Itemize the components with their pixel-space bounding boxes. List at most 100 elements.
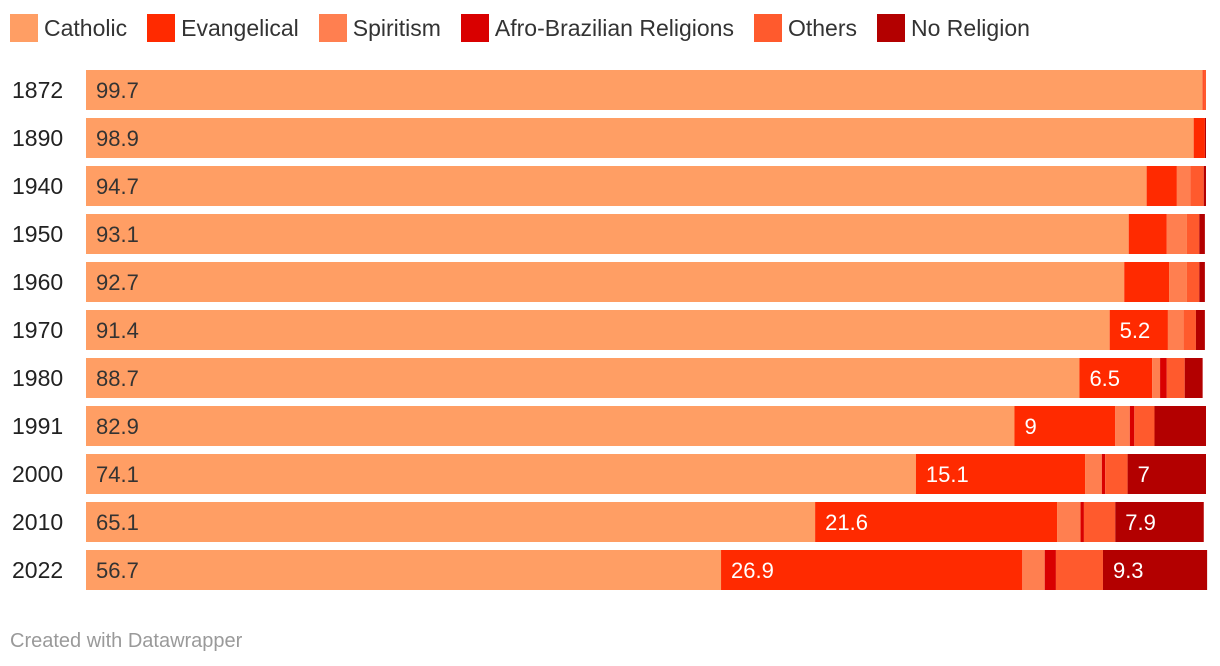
- bar-segment: [1101, 454, 1106, 494]
- footer-credit: Created with Datawrapper: [10, 630, 243, 652]
- bar-value-label: 21.6: [825, 510, 868, 535]
- bar-value-label: 93.1: [96, 222, 139, 247]
- bar-value-label: 26.9: [731, 558, 774, 583]
- bar-segment: [86, 118, 1194, 158]
- bar-value-label: 92.7: [96, 270, 139, 295]
- bar-segment: [1166, 214, 1187, 254]
- bar-segment: [1154, 406, 1206, 446]
- bar-segment: [1134, 406, 1155, 446]
- year-label: 1970: [12, 317, 63, 343]
- bar-segment: [1193, 118, 1205, 158]
- legend-label: Afro-Brazilian Religions: [494, 14, 734, 41]
- bar-segment: [86, 358, 1080, 398]
- bar-segment: [1146, 166, 1177, 206]
- year-label: 1991: [12, 413, 63, 439]
- bar-segment: [1083, 502, 1116, 542]
- legend-item: Catholic: [10, 14, 127, 42]
- bar-segment: [1085, 454, 1102, 494]
- bar-segment: [1195, 310, 1205, 350]
- legend-swatch: [318, 14, 347, 42]
- bar-segment: [1080, 502, 1084, 542]
- year-label: 1872: [12, 77, 63, 103]
- year-label: 1950: [12, 221, 63, 247]
- bar-segment: [86, 262, 1125, 302]
- bar-value-label: 9.3: [1113, 558, 1144, 583]
- legend-label: Evangelical: [181, 14, 299, 41]
- bar-value-label: 6.5: [1089, 366, 1120, 391]
- legend-label: No Religion: [911, 14, 1030, 41]
- bar-value-label: 7.9: [1125, 510, 1156, 535]
- bar-segment: [86, 502, 816, 542]
- bar-segment: [1152, 358, 1161, 398]
- bar-segment: [1184, 358, 1203, 398]
- bar-segment: [86, 550, 722, 590]
- legend-item: Evangelical: [147, 14, 299, 42]
- bar-segment: [86, 70, 1203, 110]
- bar-value-label: 9: [1024, 414, 1036, 439]
- bar-segment: [1166, 358, 1185, 398]
- bar-value-label: 88.7: [96, 366, 139, 391]
- bar-segment: [1109, 310, 1168, 350]
- bar-value-label: 94.7: [96, 174, 139, 199]
- bar-segment: [1044, 550, 1056, 590]
- bar-segment: [1204, 118, 1206, 158]
- bar-segment: [86, 214, 1129, 254]
- bar-value-label: 15.1: [926, 462, 969, 487]
- bar-value-label: 82.9: [96, 414, 139, 439]
- bar-segment: [1186, 214, 1200, 254]
- bar-segment: [1124, 262, 1170, 302]
- bar-segment: [1199, 262, 1205, 302]
- bar-segment: [1167, 310, 1184, 350]
- legend-label: Catholic: [44, 14, 128, 41]
- bar-segment: [86, 454, 916, 494]
- year-label: 2000: [12, 461, 63, 487]
- bar-segment: [86, 166, 1147, 206]
- bar-segment: [915, 454, 1086, 494]
- bar-segment: [1127, 454, 1206, 494]
- year-label: 1960: [12, 269, 63, 295]
- bar-segment: [1160, 358, 1167, 398]
- bar-segment: [815, 502, 1058, 542]
- bar-segment: [1183, 310, 1196, 350]
- bar-segment: [1115, 406, 1130, 446]
- legend-item: Spiritism: [318, 14, 441, 42]
- bar-segment: [1186, 262, 1200, 302]
- legend-label: Others: [787, 14, 857, 41]
- stacked-bar-chart: 1872 99.7 1890 98.9 1940 94.7 1950 93.1 1960 92.7…: [12, 70, 1208, 590]
- legend-swatch: [460, 14, 489, 42]
- bar-segment: [1014, 406, 1116, 446]
- legend-swatch: [10, 14, 38, 42]
- legend-swatch: [877, 14, 905, 42]
- year-label: 1940: [12, 173, 63, 199]
- bar-segment: [1128, 214, 1167, 254]
- bar-segment: [1022, 550, 1045, 590]
- bar-segment: [1169, 262, 1187, 302]
- bar-segment: [1202, 70, 1204, 110]
- year-label: 1980: [12, 365, 63, 391]
- chart-legend: Catholic Evangelical Spiritism Afro-Brazili…: [10, 12, 1050, 44]
- bar-value-label: 65.1: [96, 510, 139, 535]
- legend-item: No Religion: [877, 14, 1030, 42]
- bar-value-label: 56.7: [96, 558, 139, 583]
- legend-label: Spiritism: [352, 14, 441, 41]
- bar-value-label: 5.2: [1120, 318, 1151, 343]
- bar-segment: [1079, 358, 1153, 398]
- bar-value-label: 98.9: [96, 126, 139, 151]
- bar-value-label: 7: [1138, 462, 1150, 487]
- bar-segment: [1055, 550, 1103, 590]
- year-label: 2010: [12, 509, 63, 535]
- bar-segment: [1199, 214, 1205, 254]
- bar-segment: [1115, 502, 1204, 542]
- bar-segment: [1203, 166, 1206, 206]
- bar-segment: [1105, 454, 1128, 494]
- year-label: 1890: [12, 125, 63, 151]
- bar-segment: [721, 550, 1023, 590]
- bar-value-label: 91.4: [96, 318, 139, 343]
- legend-item: Others: [753, 14, 857, 42]
- legend-swatch: [753, 14, 782, 42]
- year-label: 2022: [12, 557, 63, 583]
- bar-segment: [1129, 406, 1135, 446]
- bar-segment: [1190, 166, 1204, 206]
- bar-segment: [1176, 166, 1191, 206]
- bar-segment: [1102, 550, 1208, 590]
